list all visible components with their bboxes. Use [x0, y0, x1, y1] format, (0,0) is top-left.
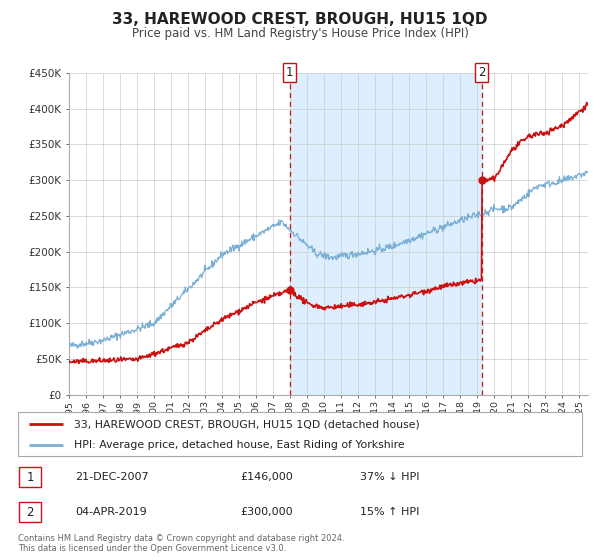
Text: 37% ↓ HPI: 37% ↓ HPI — [360, 472, 419, 482]
Text: 2: 2 — [26, 506, 34, 519]
Bar — [290, 73, 482, 395]
Text: This data is licensed under the Open Government Licence v3.0.: This data is licensed under the Open Gov… — [18, 544, 286, 553]
Text: 33, HAREWOOD CREST, BROUGH, HU15 1QD: 33, HAREWOOD CREST, BROUGH, HU15 1QD — [112, 12, 488, 27]
Text: 04-APR-2019: 04-APR-2019 — [75, 507, 147, 517]
FancyBboxPatch shape — [19, 502, 41, 522]
Text: Contains HM Land Registry data © Crown copyright and database right 2024.: Contains HM Land Registry data © Crown c… — [18, 534, 344, 543]
Text: £300,000: £300,000 — [240, 507, 293, 517]
Text: 15% ↑ HPI: 15% ↑ HPI — [360, 507, 419, 517]
Text: £146,000: £146,000 — [240, 472, 293, 482]
Text: Price paid vs. HM Land Registry's House Price Index (HPI): Price paid vs. HM Land Registry's House … — [131, 27, 469, 40]
FancyBboxPatch shape — [19, 467, 41, 487]
Text: 33, HAREWOOD CREST, BROUGH, HU15 1QD (detached house): 33, HAREWOOD CREST, BROUGH, HU15 1QD (de… — [74, 419, 420, 429]
FancyBboxPatch shape — [18, 412, 582, 456]
Text: HPI: Average price, detached house, East Riding of Yorkshire: HPI: Average price, detached house, East… — [74, 440, 405, 450]
Text: 21-DEC-2007: 21-DEC-2007 — [75, 472, 149, 482]
Text: 1: 1 — [286, 66, 293, 80]
Text: 2: 2 — [478, 66, 485, 80]
Text: 1: 1 — [26, 470, 34, 484]
